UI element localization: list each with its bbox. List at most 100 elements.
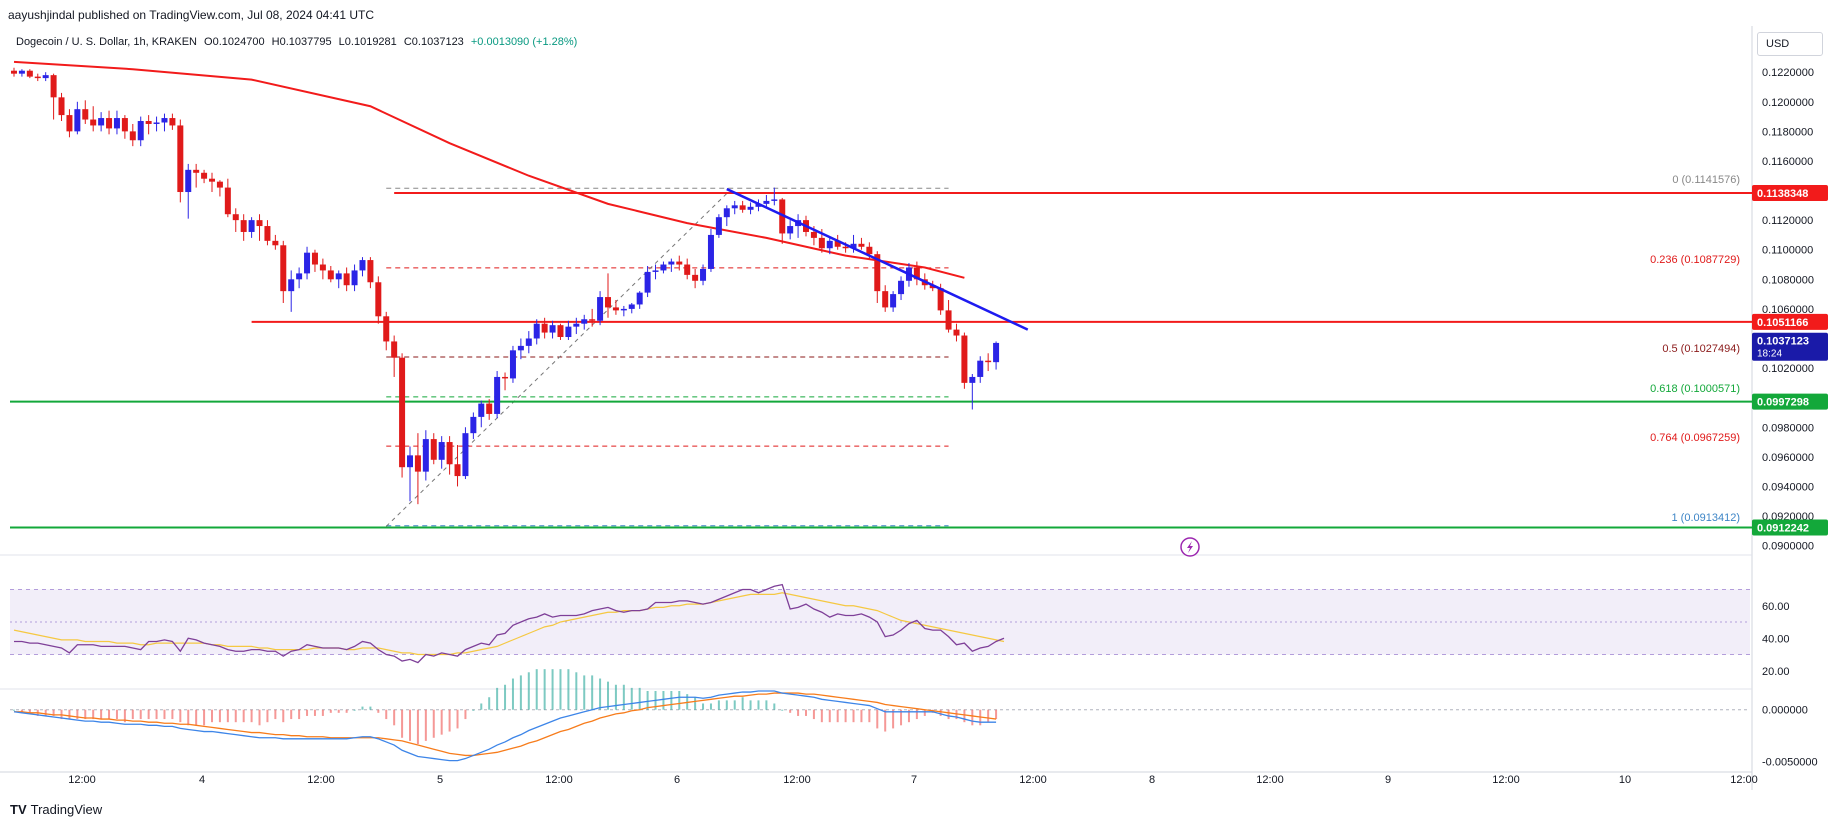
- candle-body: [161, 118, 168, 123]
- macd-histogram-bar: [28, 709, 31, 713]
- macd-histogram-bar: [535, 669, 538, 710]
- macd-histogram-bar: [717, 700, 720, 710]
- macd-histogram-bar: [527, 672, 530, 710]
- macd-histogram-bar: [987, 709, 990, 723]
- candle-body: [296, 273, 303, 280]
- macd-histogram-bar: [321, 709, 324, 716]
- candle-body: [240, 220, 247, 232]
- macd-histogram-bar: [868, 709, 871, 723]
- candle-body: [913, 267, 920, 280]
- support-upper-price-label: 0.0997298: [1757, 397, 1809, 409]
- candle-body: [478, 403, 485, 417]
- candle-body: [866, 246, 873, 255]
- macd-histogram-bar: [242, 709, 245, 723]
- candle-body: [509, 350, 516, 379]
- macd-histogram-bar: [108, 709, 111, 720]
- macd-histogram-bar: [757, 700, 760, 710]
- candle-body: [723, 208, 730, 218]
- macd-histogram-bar: [820, 709, 823, 723]
- candle-body: [98, 118, 105, 126]
- macd-histogram-bar: [353, 709, 356, 711]
- macd-histogram-bar: [511, 678, 514, 710]
- time-tick-label: 12:00: [545, 774, 573, 786]
- macd-histogram-bar: [226, 709, 229, 723]
- candle-body: [945, 310, 952, 330]
- macd-histogram-bar: [733, 700, 736, 710]
- candle-body: [763, 200, 770, 204]
- macd-histogram-bar: [139, 709, 142, 720]
- symbol-name[interactable]: Dogecoin / U. S. Dollar, 1h, KRAKEN: [16, 36, 197, 48]
- candle-body: [620, 308, 627, 311]
- candle-body: [145, 121, 152, 124]
- resistance-upper-price-label: 0.1138348: [1757, 188, 1808, 200]
- macd-histogram-bar: [694, 697, 697, 710]
- candle-body: [422, 439, 429, 472]
- macd-histogram-bar: [163, 709, 166, 720]
- resistance-upper-price-tag: [1752, 185, 1828, 202]
- time-tick-label: 12:00: [68, 774, 96, 786]
- candle-body: [90, 119, 97, 126]
- macd-histogram-bar: [797, 709, 800, 716]
- candle-body: [375, 282, 382, 317]
- candle-body: [636, 292, 643, 305]
- candle-body: [597, 297, 604, 321]
- candle-body: [842, 246, 849, 249]
- time-tick-label: 12:00: [1730, 774, 1758, 786]
- macd-histogram-bar: [852, 709, 855, 723]
- macd-histogram-bar: [995, 709, 998, 720]
- currency-selector[interactable]: USD: [1757, 32, 1823, 56]
- candle-body: [311, 252, 318, 265]
- candle-body: [106, 118, 113, 129]
- candle-body: [66, 115, 73, 132]
- candle-body: [700, 268, 707, 281]
- candle-body: [985, 360, 992, 363]
- macd-histogram-bar: [884, 709, 887, 732]
- candle-body: [969, 376, 976, 383]
- macd-histogram-bar: [234, 709, 237, 723]
- fib-diagonal-line: [385, 193, 728, 527]
- price-tick-label: 0.1060000: [1762, 304, 1814, 316]
- macd-histogram-bar: [702, 703, 705, 710]
- candle-body: [707, 234, 714, 269]
- macd-histogram-bar: [409, 709, 411, 741]
- macd-histogram-bar: [250, 709, 253, 723]
- price-tick-label: 0.1180000: [1762, 126, 1813, 138]
- macd-histogram-bar: [131, 709, 134, 720]
- candle-body: [834, 240, 841, 247]
- candle-body: [525, 338, 532, 346]
- macd-histogram-bar: [448, 709, 451, 732]
- macd-histogram-bar: [480, 703, 483, 710]
- support-upper-price-tag: [1752, 393, 1828, 410]
- macd-histogram-bar: [92, 709, 95, 720]
- candle-body: [652, 270, 659, 272]
- macd-histogram-bar: [828, 709, 831, 723]
- candle-body: [715, 217, 722, 235]
- candle-body: [565, 326, 572, 338]
- candle-body: [692, 274, 699, 281]
- support-lower-price-tag: [1752, 519, 1828, 536]
- macd-histogram-bar: [416, 709, 419, 745]
- macd-histogram-bar: [773, 703, 776, 710]
- time-tick-label: 6: [674, 774, 680, 786]
- time-tick-label: 10: [1619, 774, 1631, 786]
- candle-body: [232, 214, 239, 221]
- macd-histogram-bar: [638, 687, 641, 710]
- resistance-lower-price-tag: [1752, 313, 1828, 330]
- time-tick-label: 12:00: [1019, 774, 1047, 786]
- candle-body: [407, 455, 413, 468]
- price-tick-label: 0.1220000: [1762, 67, 1814, 79]
- candle-body: [755, 203, 762, 207]
- macd-tick-label: -0.0050000: [1762, 757, 1818, 769]
- candle-body: [549, 325, 556, 333]
- price-tick-label: 0.1200000: [1762, 97, 1814, 109]
- time-tick-label: 7: [911, 774, 917, 786]
- tradingview-logo[interactable]: TV TradingView: [10, 802, 102, 817]
- candle-body: [462, 433, 469, 477]
- support-resistance-levels: 0.1138348 0.1051166 0.0997298 0.0912242: [10, 185, 1828, 536]
- candle-body: [779, 199, 786, 234]
- macd-signal-line: [14, 692, 997, 757]
- macd-histogram-bar: [401, 709, 404, 738]
- candle-body: [977, 360, 984, 377]
- macd-histogram-bar: [971, 709, 974, 726]
